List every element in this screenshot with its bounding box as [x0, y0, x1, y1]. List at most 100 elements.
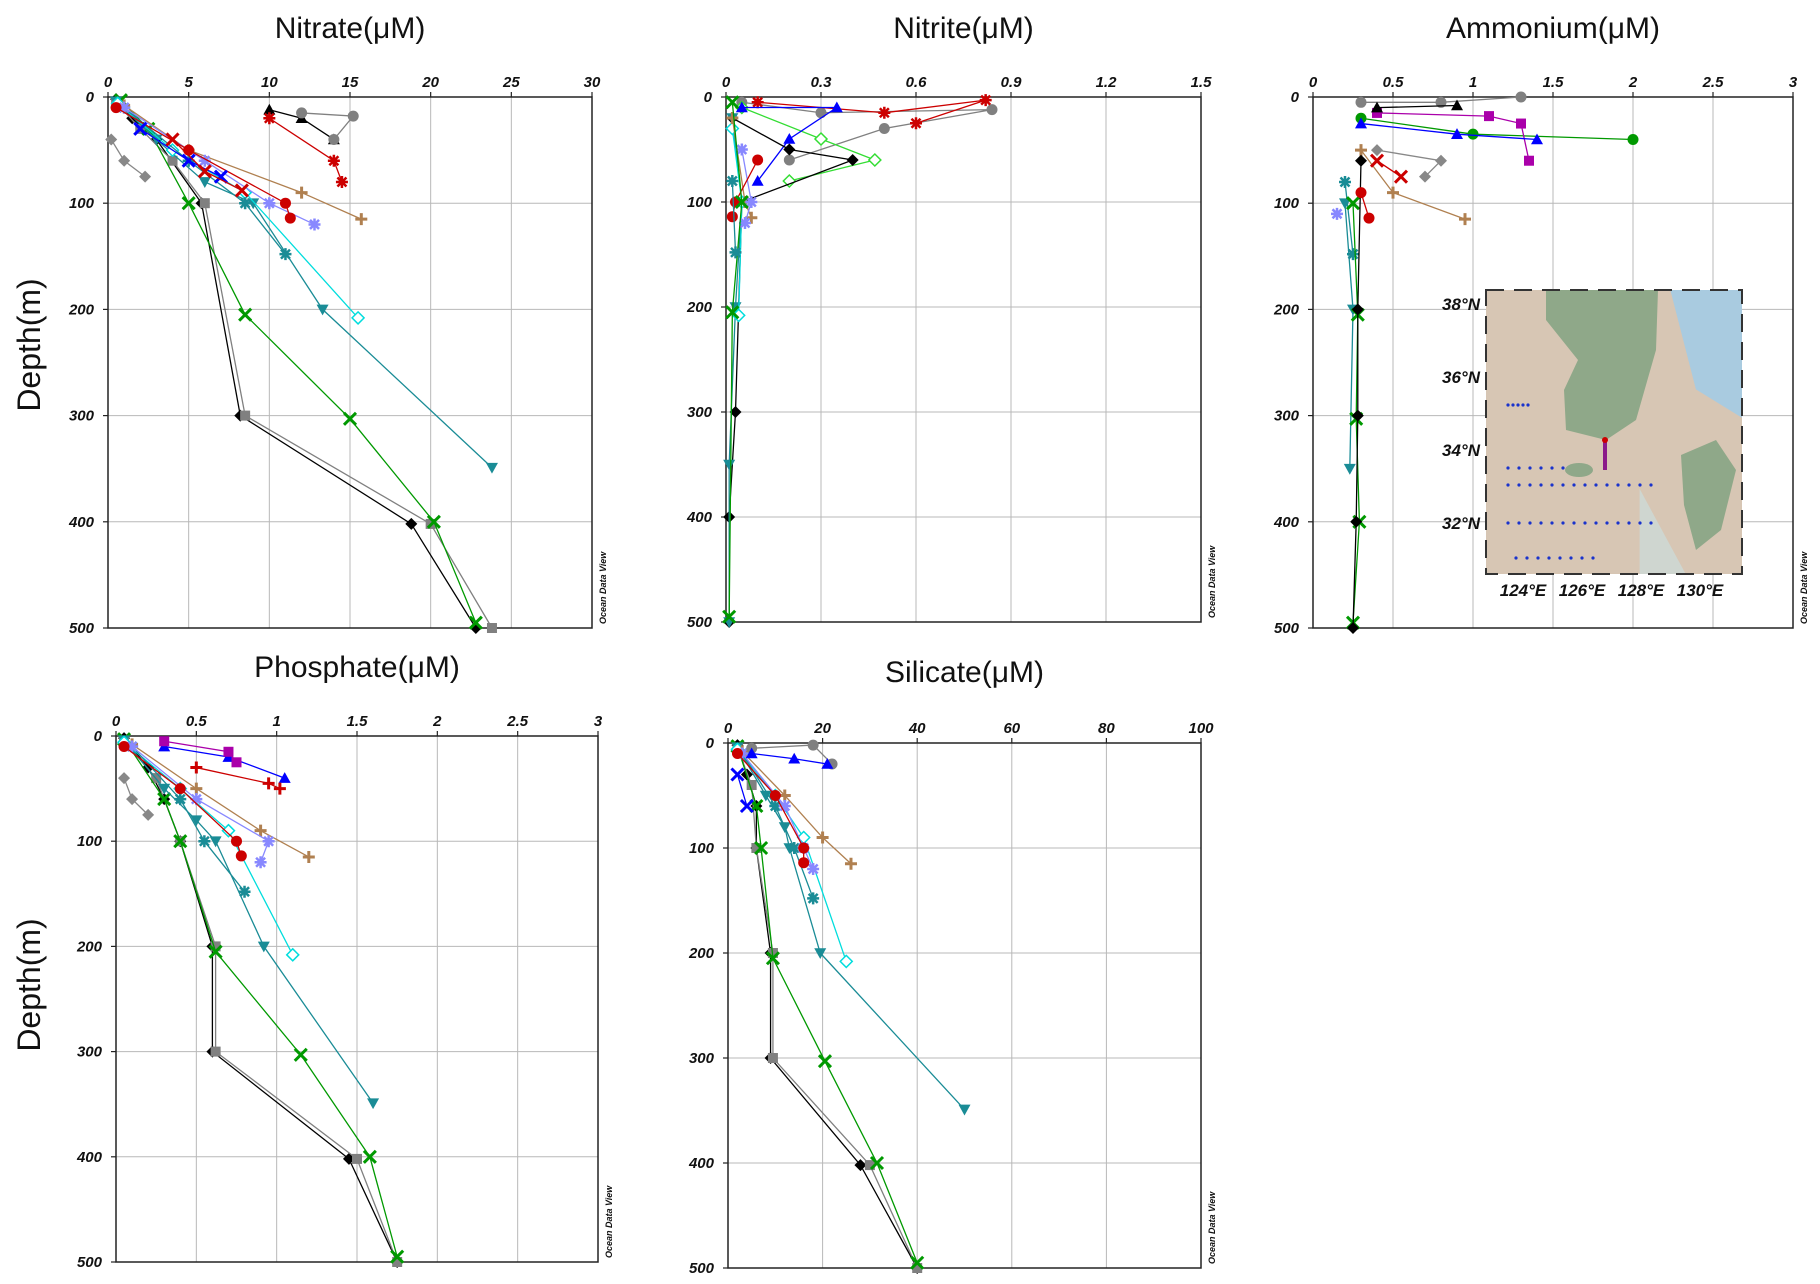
ocean-data-view-watermark: Ocean Data View: [1799, 551, 1809, 624]
series-line: [115, 98, 477, 629]
data-series: [118, 732, 404, 1268]
data-point: [126, 793, 139, 806]
data-series: [105, 133, 152, 183]
station-dot: [1649, 483, 1653, 487]
station-dot: [1536, 556, 1540, 560]
data-point: [722, 609, 737, 624]
y-tick-label: 200: [68, 301, 95, 318]
data-point: [986, 104, 998, 116]
station-dot: [1580, 556, 1584, 560]
data-point: [726, 175, 739, 187]
series-line: [268, 117, 343, 183]
tick-labels: 0 20 40 60 80 100 0 100 200 300 400 500: [688, 720, 1214, 1277]
series-line: [1376, 104, 1458, 109]
x-tick-label: 2: [1628, 74, 1638, 91]
series-line: [1360, 122, 1538, 141]
data-series: [118, 735, 380, 1110]
series-line: [123, 739, 374, 1104]
y-tick-label: 400: [688, 1155, 715, 1172]
data-point: [405, 517, 418, 530]
y-tick-label: 400: [76, 1149, 103, 1166]
x-tick-label: 0.5: [186, 713, 208, 730]
data-point: [165, 132, 180, 147]
station-dot: [1627, 483, 1631, 487]
series-line: [123, 741, 294, 956]
y-tick-label: 0: [94, 728, 103, 745]
x-tick-label: 40: [908, 720, 926, 737]
data-point: [158, 783, 171, 795]
data-point: [782, 173, 797, 189]
data-series-group: [722, 94, 998, 628]
data-point: [1355, 144, 1367, 157]
data-point: [190, 782, 203, 795]
x-tick-label: 2.5: [1702, 74, 1725, 91]
series-line: [728, 117, 856, 622]
data-series: [731, 739, 924, 1274]
east-sea-water: [1670, 290, 1742, 418]
y-tick-label: 500: [77, 1254, 103, 1271]
data-point: [133, 121, 148, 136]
data-point: [846, 154, 859, 166]
data-point: [351, 310, 366, 325]
data-point: [139, 170, 152, 183]
data-point: [1531, 133, 1543, 145]
data-point: [726, 211, 738, 223]
data-series: [133, 121, 228, 184]
data-point: [1350, 515, 1363, 528]
x-tick-label: 0.9: [1001, 74, 1023, 91]
station-dot: [1516, 403, 1520, 407]
station-dot: [1572, 521, 1576, 525]
station-dot: [1528, 466, 1532, 470]
y-tick-label: 500: [1274, 620, 1300, 637]
data-point: [1351, 303, 1364, 316]
data-point: [778, 800, 791, 812]
data-point: [181, 196, 196, 211]
data-point: [729, 406, 742, 418]
station-dot: [1506, 466, 1510, 470]
station-dot: [1594, 521, 1598, 525]
data-point: [1435, 154, 1447, 167]
x-tick-label: 20: [813, 720, 831, 737]
x-tick-label: 1.5: [1543, 74, 1565, 91]
data-point: [864, 1160, 875, 1171]
data-series: [1371, 99, 1463, 113]
data-point: [910, 1255, 925, 1270]
station-dot: [1517, 483, 1521, 487]
series-line: [131, 743, 310, 858]
data-point: [190, 761, 203, 774]
station-dot: [1550, 466, 1554, 470]
data-point: [735, 101, 748, 113]
data-point: [190, 815, 203, 827]
data-series: [126, 738, 315, 863]
series-line: [1376, 149, 1443, 178]
data-point: [1371, 144, 1383, 157]
data-point: [273, 782, 286, 795]
data-point: [844, 857, 857, 870]
data-point: [302, 850, 315, 863]
data-series: [745, 747, 834, 769]
data-point: [221, 823, 236, 838]
data-series-group: [1331, 91, 1639, 634]
data-point: [1371, 101, 1383, 113]
data-point: [1355, 154, 1367, 167]
y-tick-label: 500: [687, 614, 713, 631]
data-series: [110, 93, 482, 634]
data-point: [234, 183, 249, 198]
data-point: [238, 307, 253, 322]
data-series: [118, 772, 155, 821]
data-point: [1524, 155, 1534, 166]
data-point: [1355, 96, 1367, 108]
series-line: [736, 774, 748, 807]
data-point: [725, 95, 740, 110]
data-point: [174, 793, 187, 806]
data-point: [788, 842, 801, 854]
data-point: [854, 1159, 867, 1172]
data-point: [263, 197, 276, 210]
series-line: [115, 107, 291, 219]
x-tick-label: 1.5: [347, 713, 369, 730]
data-point: [813, 131, 829, 147]
data-point: [235, 850, 247, 862]
series-line: [123, 738, 398, 1257]
series-line: [1376, 112, 1530, 161]
